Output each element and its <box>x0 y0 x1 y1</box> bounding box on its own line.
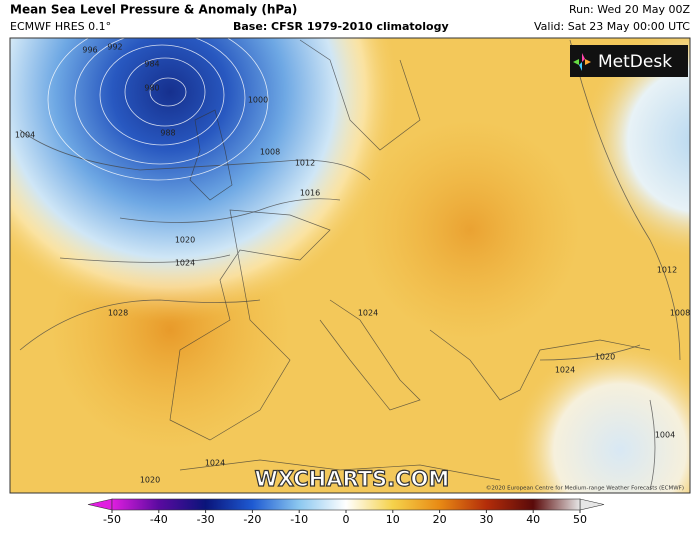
isobar-label: 1008 <box>670 309 690 318</box>
map: 996 992 984 980 988 1000 1004 1008 1012 … <box>9 19 691 494</box>
logo-box <box>570 45 688 77</box>
isobar-label: 1020 <box>175 236 195 245</box>
colorbar-tick-label: -40 <box>150 513 168 526</box>
colorbar-high-extend <box>579 498 605 511</box>
colorbar-tick-label: -30 <box>197 513 215 526</box>
isobar-label: 1012 <box>295 159 315 168</box>
isobar-label: 1016 <box>300 189 320 198</box>
copyright: ©2020 European Centre for Medium-range W… <box>486 485 684 492</box>
colorbar: -50 -40 -30 -20 -10 0 10 20 30 40 50 <box>87 498 605 526</box>
title: Mean Sea Level Pressure & Anomaly (hPa) <box>10 3 297 17</box>
base: Base: CFSR 1979-2010 climatology <box>233 20 449 33</box>
isobar-label: 1020 <box>595 353 615 362</box>
isobar-label: 1028 <box>108 309 128 318</box>
colorbar-tick-label: -50 <box>103 513 121 526</box>
isobar-label: 988 <box>160 129 175 138</box>
isobar-label: 1004 <box>15 131 35 140</box>
isobar-label: 1004 <box>655 431 675 440</box>
isobar-label: 984 <box>144 60 159 69</box>
colorbar-low-extend <box>87 498 113 511</box>
colorbar-tick-label: 20 <box>433 513 447 526</box>
watermark: WXCHARTS.COM <box>255 467 450 491</box>
isobar-label: 980 <box>144 84 159 93</box>
isobar-label: 992 <box>107 43 122 52</box>
isobar-label: 1024 <box>175 259 195 268</box>
colorbar-tick-label: -20 <box>243 513 261 526</box>
isobar-label: 1024 <box>205 459 225 468</box>
run: Run: Wed 20 May 00Z <box>569 3 691 16</box>
isobar-label: 1020 <box>140 476 160 485</box>
isobar-label: 1024 <box>555 366 575 375</box>
colorbar-tick-label: 40 <box>526 513 540 526</box>
colorbar-bar <box>111 498 581 511</box>
model: ECMWF HRES 0.1° <box>10 20 111 33</box>
logo: MetDesk <box>598 52 672 72</box>
isobar-label: 1008 <box>260 148 280 157</box>
colorbar-tick-label: 10 <box>386 513 400 526</box>
isobar-label: 1012 <box>657 266 677 275</box>
valid: Valid: Sat 23 May 00:00 UTC <box>534 20 690 33</box>
colorbar-tick-label: 0 <box>343 513 350 526</box>
colorbar-tick-label: 50 <box>573 513 587 526</box>
isobar-label: 1024 <box>358 309 378 318</box>
isobar-label: 996 <box>82 46 97 55</box>
colorbar-tick-label: -10 <box>290 513 308 526</box>
isobar-label: 1000 <box>248 96 268 105</box>
colorbar-tick-label: 30 <box>479 513 493 526</box>
